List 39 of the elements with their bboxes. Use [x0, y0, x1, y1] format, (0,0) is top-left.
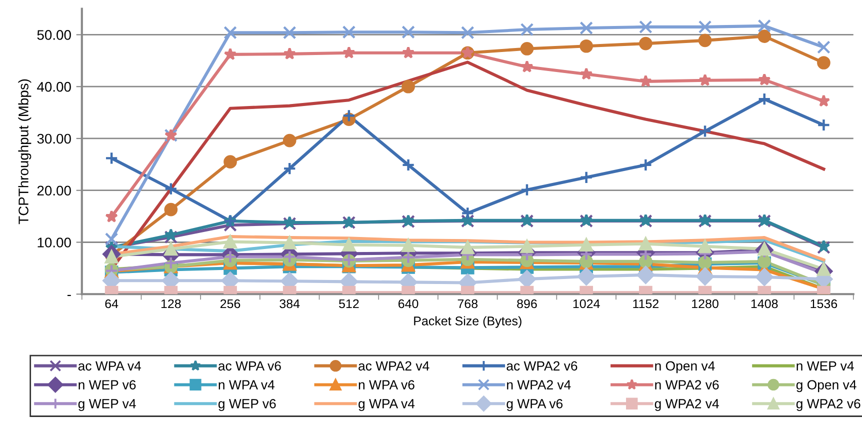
legend-label: n WPA2 v4: [507, 380, 571, 390]
legend-label: g WPA v4: [358, 399, 415, 411]
legend-label: n WEP v6: [78, 380, 136, 390]
x-axis-title: Packet Size (Bytes): [414, 316, 522, 328]
x-tick-label: 64: [105, 299, 118, 308]
y-tick-label: -: [67, 294, 71, 296]
x-tick-label: 512: [339, 299, 359, 308]
y-tick-label: 50.00: [37, 30, 71, 40]
x-tick-label: 384: [280, 299, 300, 308]
legend-label: g WPA2 v4: [654, 399, 719, 411]
x-tick-label: 256: [220, 299, 240, 308]
legend-label: g WEP v6: [218, 399, 276, 411]
legend-label: g WPA2 v6: [796, 399, 860, 411]
y-tick-label: 20.00: [37, 186, 71, 196]
legend-label: n WPA2 v6: [655, 380, 719, 390]
legend-label: g WEP v4: [78, 399, 136, 411]
x-tick-label: 768: [458, 299, 478, 308]
x-tick-label: 640: [398, 299, 418, 308]
x-tick-label: 128: [161, 299, 181, 308]
x-tick-label: 1536: [810, 299, 838, 308]
y-axis-title: TCPThroughput (Mbps): [18, 79, 32, 224]
legend-label: n Open v4: [655, 361, 715, 374]
legend-label: ac WPA v4: [78, 361, 141, 371]
x-tick-label: 1280: [692, 299, 718, 308]
x-tick-label: 1152: [633, 299, 658, 308]
x-tick-label: 1024: [573, 299, 600, 308]
y-tick-label: 30.00: [37, 134, 71, 144]
legend-label: n WPA v6: [358, 380, 414, 390]
legend-label: g Open v4: [796, 380, 856, 392]
legend-label: ac WPA2 v6: [506, 361, 578, 371]
legend-label: g WPA v6: [506, 399, 563, 411]
x-tick-label: 1408: [751, 299, 778, 308]
legend-label: n WEP v4: [796, 361, 854, 370]
y-tick-label: 10.00: [38, 238, 71, 248]
legend-label: n WPA v4: [218, 380, 274, 390]
legend-label: ac WPA2 v4: [358, 361, 430, 371]
legend-label: ac WPA v6: [218, 361, 281, 371]
y-tick-label: 40.00: [37, 82, 71, 92]
x-tick-label: 896: [517, 299, 537, 308]
